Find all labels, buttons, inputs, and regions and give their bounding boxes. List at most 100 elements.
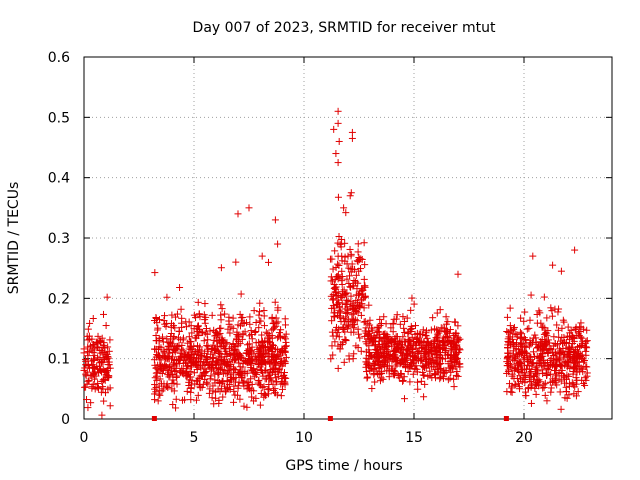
x-tick-label: 0 [80, 430, 89, 446]
data-point [360, 239, 368, 247]
data-point [154, 397, 162, 405]
data-point [256, 308, 264, 316]
data-point [194, 377, 202, 385]
data-point [257, 357, 265, 365]
data-point [97, 388, 105, 396]
data-point [255, 352, 263, 360]
data-point [175, 341, 183, 349]
data-point [90, 369, 98, 377]
data-point [260, 312, 268, 320]
data-point [103, 293, 111, 301]
data-point [336, 345, 344, 353]
data-point [235, 350, 243, 358]
data-point [344, 306, 352, 314]
data-point [199, 329, 207, 337]
data-point [277, 326, 285, 334]
data-point [252, 328, 260, 336]
data-point [274, 318, 282, 326]
data-point [223, 384, 231, 392]
data-point [247, 375, 255, 383]
data-point [204, 380, 212, 388]
data-point [261, 337, 269, 345]
data-point [93, 340, 101, 348]
data-point [281, 333, 289, 341]
data-point [327, 355, 335, 363]
data-point [248, 380, 256, 388]
y-tick-label: 0.4 [48, 171, 70, 187]
data-point [341, 318, 349, 326]
data-point [215, 349, 223, 357]
data-point [350, 276, 358, 284]
data-point [264, 333, 272, 341]
data-point [152, 313, 160, 321]
data-point [234, 331, 242, 339]
data-point [269, 353, 277, 361]
data-point [364, 373, 372, 381]
data-point [356, 334, 364, 342]
data-point [345, 322, 353, 330]
data-point [411, 322, 419, 330]
data-point [161, 363, 169, 371]
data-point [266, 343, 274, 351]
data-point [256, 299, 264, 307]
data-point [226, 329, 234, 337]
data-point [219, 370, 227, 378]
data-point [345, 279, 353, 287]
data-point [265, 338, 273, 346]
data-point [217, 311, 225, 319]
data-point [421, 353, 429, 361]
data-point [260, 322, 268, 330]
data-point [227, 374, 235, 382]
data-point [157, 362, 165, 370]
data-point [357, 265, 365, 273]
data-point [449, 345, 457, 353]
data-point [237, 290, 245, 298]
data-point [196, 384, 204, 392]
scatter-points [80, 107, 591, 419]
data-point [173, 372, 181, 380]
data-point [104, 343, 112, 351]
data-point [354, 248, 362, 256]
data-point [201, 300, 209, 308]
data-point [185, 333, 193, 341]
data-point [252, 394, 260, 402]
data-point [328, 304, 336, 312]
data-point [201, 360, 209, 368]
data-point [347, 250, 355, 258]
data-point [421, 380, 429, 388]
data-point [270, 365, 278, 373]
data-point [85, 376, 93, 384]
data-point [444, 376, 452, 384]
data-point [374, 328, 382, 336]
data-point [101, 367, 109, 375]
data-point [399, 376, 407, 384]
data-point [268, 315, 276, 323]
data-point [341, 336, 349, 344]
data-point [337, 243, 345, 251]
data-point [98, 368, 106, 376]
data-point [360, 304, 368, 312]
data-point [101, 348, 109, 356]
data-point [203, 345, 211, 353]
data-point [175, 327, 183, 335]
data-point [343, 275, 351, 283]
data-point [341, 291, 349, 299]
data-point [419, 368, 427, 376]
data-point [81, 383, 89, 391]
data-point [182, 323, 190, 331]
data-point [201, 368, 209, 376]
data-point [215, 396, 223, 404]
data-point [230, 387, 238, 395]
data-point [342, 209, 350, 217]
data-point [196, 351, 204, 359]
data-point [168, 311, 176, 319]
y-tick-label: 0.3 [48, 231, 70, 247]
data-point [250, 365, 258, 373]
data-point [329, 265, 337, 273]
data-point [258, 338, 266, 346]
data-point [238, 335, 246, 343]
data-point [236, 363, 244, 371]
data-point [169, 359, 177, 367]
data-point [106, 364, 114, 372]
data-point [106, 336, 114, 344]
